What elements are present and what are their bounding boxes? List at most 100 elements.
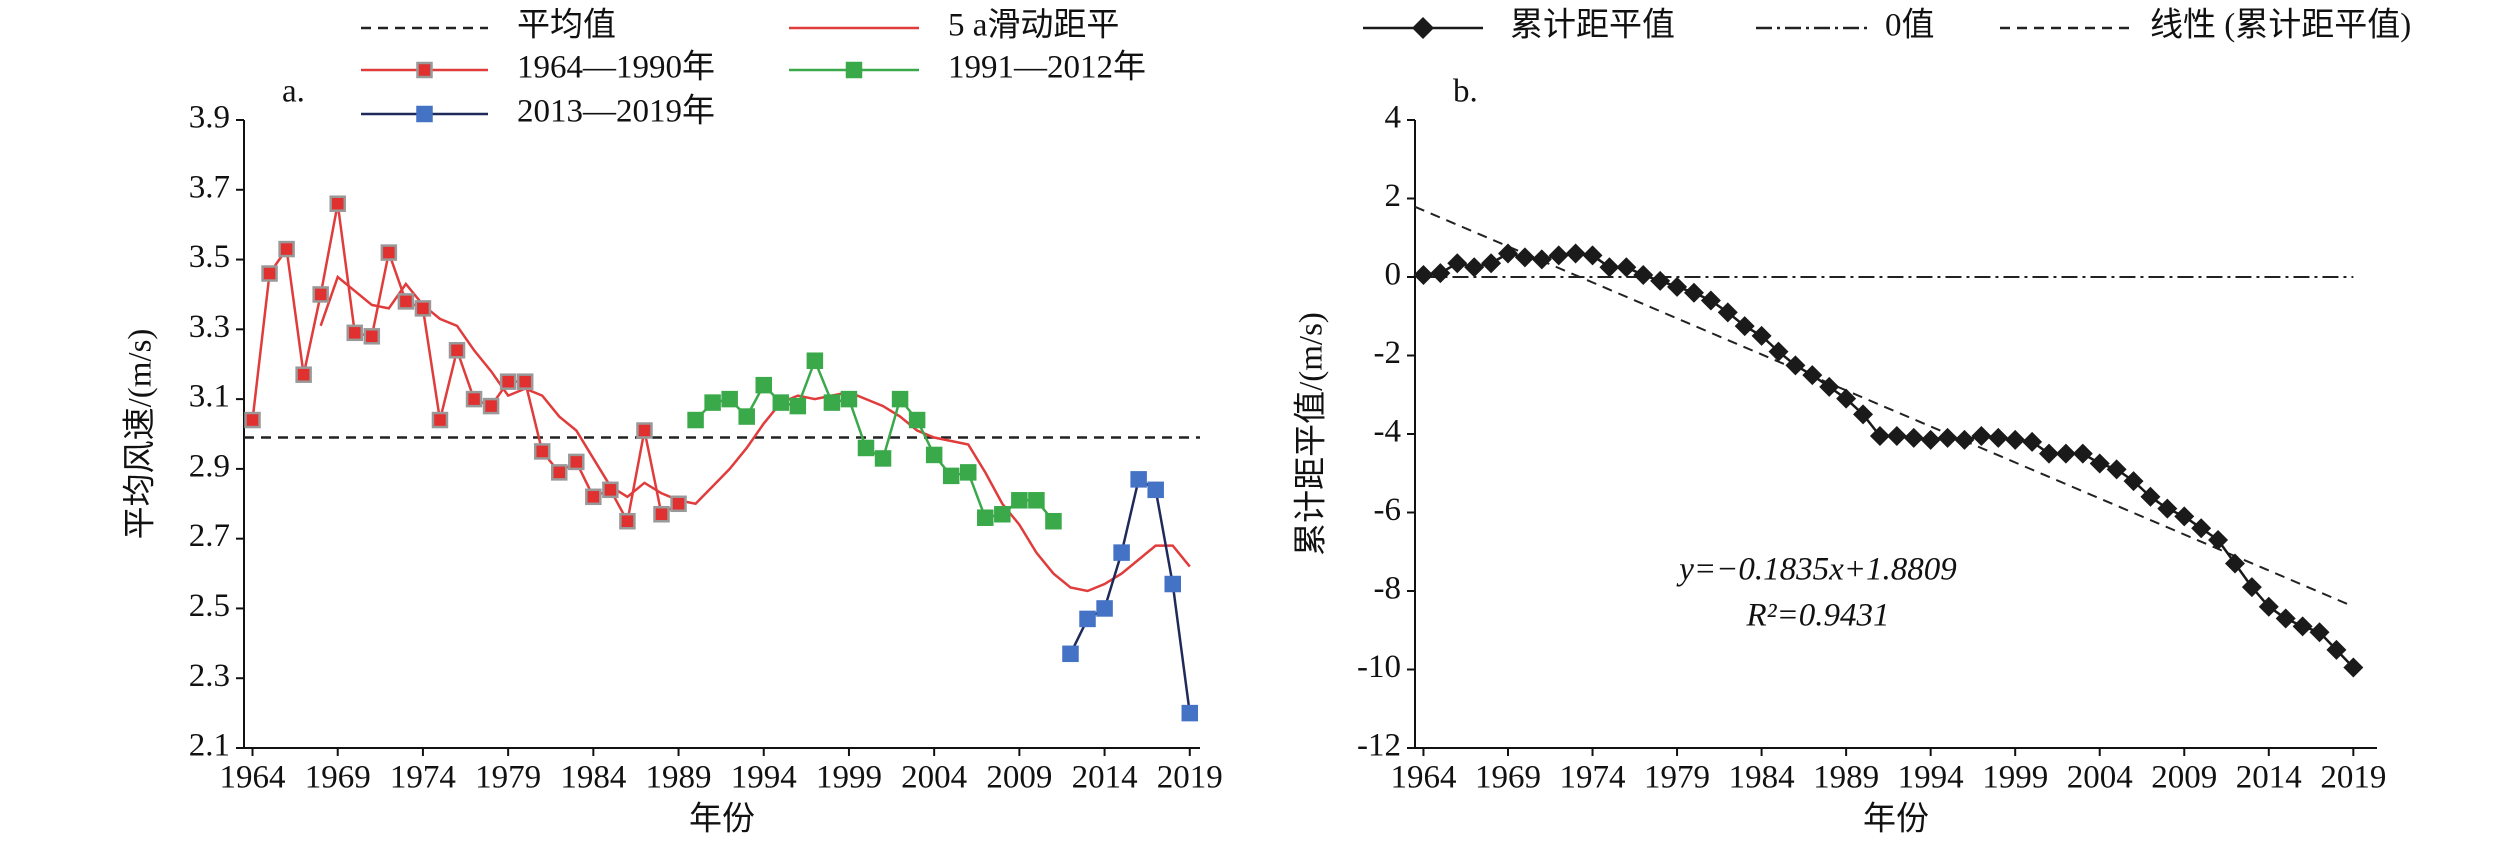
y-tick-label: 0 [1385, 257, 1402, 293]
x-tick-label: 1984 [560, 760, 626, 796]
y-tick-label: 3.9 [189, 100, 230, 136]
x-tick-label: 1989 [1813, 760, 1879, 796]
legend-marker [1412, 17, 1434, 39]
marker [1633, 265, 1654, 286]
marker [1565, 243, 1586, 264]
marker [994, 505, 1011, 523]
marker [1954, 429, 1975, 450]
marker [2343, 657, 2364, 678]
marker [1447, 253, 1468, 274]
marker [1181, 704, 1199, 722]
marker [2275, 608, 2296, 629]
x-axis-label: 年份 [1863, 801, 1929, 838]
marker [499, 373, 517, 390]
marker [2224, 553, 2245, 574]
marker [2072, 443, 2093, 464]
marker [2208, 529, 2229, 550]
y-tick-label: 2.3 [189, 658, 230, 694]
annotation: y=−0.1835x+1.8809 [1676, 552, 1957, 588]
x-tick-label: 1999 [816, 760, 882, 796]
marker [602, 481, 619, 499]
marker [925, 446, 943, 464]
marker [2191, 518, 2212, 539]
panel-label: a. [282, 74, 305, 110]
x-tick-label: 1969 [1475, 760, 1541, 796]
marker [670, 495, 687, 513]
marker [1700, 290, 1721, 311]
series-line [694, 357, 1055, 523]
marker [959, 464, 977, 481]
x-tick-label: 1994 [731, 760, 797, 796]
marker [585, 488, 602, 506]
marker [755, 376, 773, 394]
legend-marker [845, 61, 863, 79]
legend-marker [416, 105, 433, 123]
x-tick-label: 1989 [646, 760, 712, 796]
marker [1886, 425, 1907, 446]
marker [806, 352, 824, 369]
marker [977, 509, 994, 526]
marker [1096, 600, 1113, 617]
legend-label: 0值 [1885, 7, 1935, 44]
marker [1683, 282, 1704, 303]
marker [2123, 471, 2144, 492]
panel-label: b. [1453, 74, 1478, 110]
marker [2326, 639, 2347, 660]
marker [465, 390, 483, 408]
marker [1667, 276, 1688, 297]
annotation: R²=0.9431 [1745, 598, 1889, 634]
y-tick-label: 3.7 [189, 169, 230, 205]
x-tick-label: 1964 [1390, 760, 1456, 796]
marker [397, 293, 415, 310]
legend-marker [416, 61, 433, 79]
y-tick-label: 3.5 [189, 239, 230, 275]
x-tick-label: 1994 [1898, 760, 1964, 796]
marker [1164, 575, 1181, 593]
x-tick-label: 1974 [1560, 760, 1626, 796]
marker [1481, 253, 1502, 274]
x-tick-label: 1984 [1729, 760, 1795, 796]
x-tick-label: 2009 [986, 760, 1052, 796]
marker [1802, 365, 1823, 386]
marker [738, 408, 755, 425]
y-axis-label: 累计距平值/(m/s) [1293, 312, 1330, 556]
y-tick-label: 4 [1385, 100, 1402, 136]
marker [687, 411, 704, 429]
marker [2292, 616, 2313, 637]
marker [636, 422, 653, 439]
marker [448, 342, 466, 359]
x-axis-label: 年份 [689, 801, 755, 838]
legend-label: 2013—2019年 [517, 93, 715, 130]
y-tick-label: 2.5 [189, 588, 230, 624]
marker [1785, 355, 1806, 376]
marker [1869, 425, 1890, 446]
marker [619, 512, 636, 530]
marker [2258, 596, 2279, 617]
y-tick-label: 2.9 [189, 448, 230, 484]
marker [568, 453, 585, 471]
legend-label: 线性 (累计距平值) [2150, 7, 2411, 44]
marker [1430, 263, 1451, 284]
marker [1650, 270, 1671, 291]
marker [1045, 512, 1062, 530]
marker [551, 464, 568, 481]
marker [789, 397, 807, 415]
legend-label: 5 a滑动距平 [948, 8, 1119, 44]
x-tick-label: 1969 [305, 760, 371, 796]
marker [2241, 577, 2262, 598]
marker [414, 300, 432, 317]
marker [1011, 492, 1028, 509]
marker [823, 394, 841, 411]
marker [874, 450, 892, 467]
moving-average-line [319, 274, 1191, 593]
marker [1514, 247, 1535, 268]
marker [533, 443, 551, 460]
y-tick-label: -10 [1357, 649, 1401, 685]
legend-label: 1964—1990年 [517, 49, 715, 86]
x-tick-label: 2014 [2236, 760, 2302, 796]
x-tick-label: 1964 [220, 760, 286, 796]
x-tick-label: 2004 [2067, 760, 2133, 796]
marker [261, 265, 278, 282]
marker [278, 240, 295, 258]
